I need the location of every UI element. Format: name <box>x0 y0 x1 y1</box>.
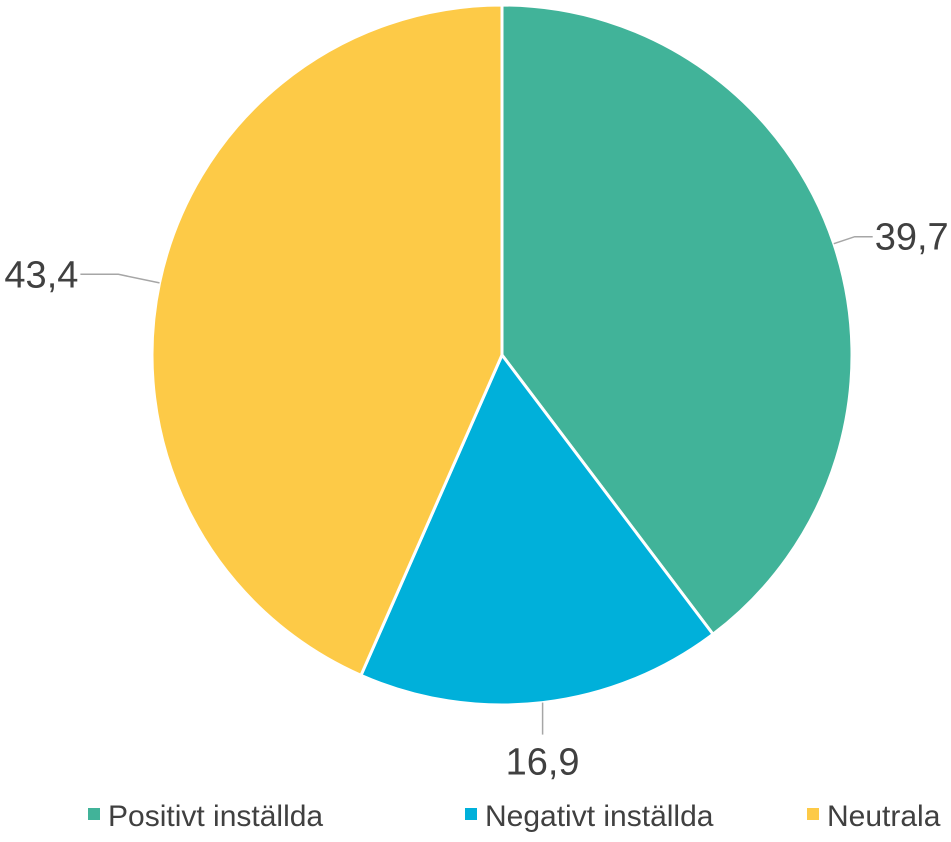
legend-item-neutrala: Neutrala <box>807 800 941 833</box>
legend: Positivt inställda Negativt inställda Neut… <box>88 800 941 833</box>
legend-item-positivt-installda: Positivt inställda <box>88 800 323 833</box>
legend-swatch-neutrala <box>807 808 819 820</box>
pie-slices <box>150 3 854 707</box>
legend-item-negativt-installda: Negativt inställda <box>465 800 714 833</box>
legend-swatch-negativt-installda <box>465 808 477 820</box>
data-label-positivt-installda: 39,7 <box>875 217 949 259</box>
data-label-negativt-installda: 16,9 <box>506 742 580 784</box>
legend-swatch-positivt-installda <box>88 808 100 820</box>
data-labels: 39,7 16,9 43,4 <box>4 217 948 784</box>
legend-label-neutrala: Neutrala <box>827 800 941 833</box>
data-label-neutrala: 43,4 <box>4 254 78 296</box>
leader-line-positivt-installda <box>833 235 873 245</box>
pie-slice-neutrala <box>150 3 504 677</box>
pie-slice-positivt-installda <box>500 3 854 636</box>
leader-lines <box>80 235 873 735</box>
leader-line-neutrala <box>80 273 160 284</box>
legend-label-negativt-installda: Negativt inställda <box>485 800 714 833</box>
legend-label-positivt-installda: Positivt inställda <box>108 800 323 833</box>
